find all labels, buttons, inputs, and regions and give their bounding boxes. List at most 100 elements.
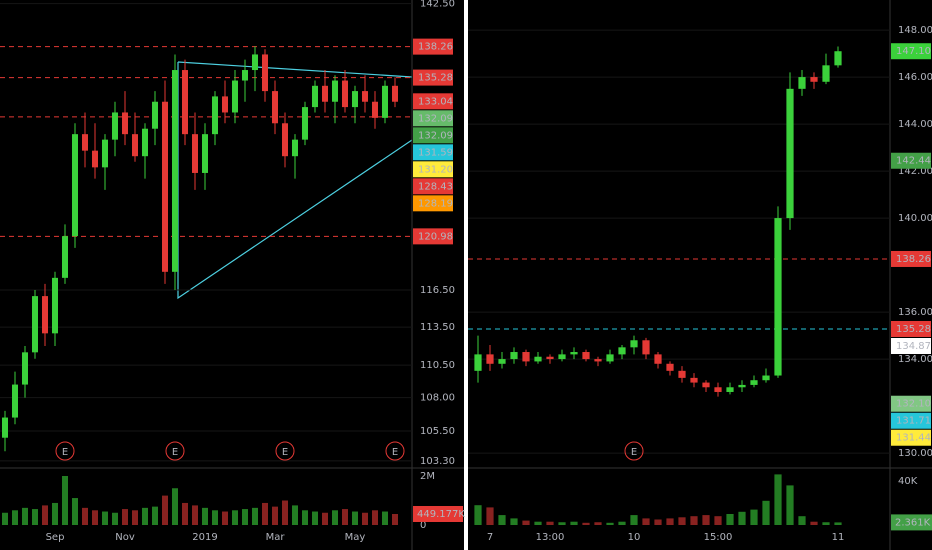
candle-body	[62, 236, 68, 278]
price-tag-label: 134.87	[896, 341, 931, 352]
candle-body	[222, 96, 228, 113]
price-tag-label: 138.26	[896, 254, 931, 265]
price-tag-label: 135.28	[418, 73, 453, 84]
candle-body	[352, 91, 358, 108]
candle-body	[292, 139, 298, 157]
candle-body	[834, 51, 842, 66]
volume-bar	[594, 522, 602, 525]
volume-bar	[786, 485, 794, 525]
price-tag-label: 142.44	[896, 156, 931, 167]
price-tag	[891, 152, 931, 169]
candle-body	[42, 296, 48, 334]
candle-body	[122, 112, 128, 135]
volume-bar	[222, 511, 228, 525]
price-tag-label: 128.43	[418, 181, 453, 192]
y-tick-label: 130.00	[898, 448, 932, 459]
volume-bar	[12, 510, 18, 525]
candle-body	[642, 340, 650, 355]
volume-bar	[762, 500, 770, 525]
candle-body	[498, 359, 506, 364]
candle-body	[202, 134, 208, 173]
y-tick-label: 105.50	[420, 426, 455, 437]
price-tag-label: 135.28	[896, 324, 931, 335]
volume-bar	[510, 518, 518, 525]
volume-bar	[32, 509, 38, 525]
candle-body	[534, 356, 542, 362]
y-tick-label: 142.50	[420, 0, 455, 10]
candle-body	[822, 65, 830, 82]
price-tag-label: 132.10	[896, 399, 931, 410]
candle-body	[798, 77, 806, 89]
x-tick-label: Sep	[46, 532, 65, 543]
volume-bar	[738, 511, 746, 525]
volume-bar	[82, 507, 88, 525]
candle-body	[82, 134, 88, 151]
volume-tick-label: 2M	[420, 471, 435, 482]
y-tick-label: 134.00	[898, 354, 932, 365]
volume-bar	[714, 516, 722, 525]
volume-bar	[272, 506, 278, 525]
y-tick-label: 116.50	[420, 285, 455, 296]
volume-bar	[262, 502, 268, 525]
volume-bar	[302, 510, 308, 525]
x-tick-label: 13:00	[536, 532, 565, 543]
candle-body	[132, 134, 138, 157]
price-tag	[891, 412, 931, 429]
volume-bar	[322, 512, 328, 525]
volume-bar	[312, 511, 318, 525]
candle-body	[786, 88, 794, 219]
candle-body	[618, 347, 626, 355]
candle-body	[212, 96, 218, 135]
y-tick-label: 140.00	[898, 213, 932, 224]
candle-body	[92, 150, 98, 168]
candle-body	[322, 85, 328, 102]
price-tag	[413, 69, 453, 86]
candle-body	[570, 352, 578, 355]
volume-bar	[726, 514, 734, 525]
price-tag-label: 132.09	[418, 130, 453, 141]
price-tag	[413, 110, 453, 127]
volume-bar	[810, 521, 818, 525]
volume-bar	[382, 511, 388, 525]
price-tag-label: 131.20	[418, 164, 453, 175]
candle-body	[272, 91, 278, 124]
volume-bar	[392, 513, 398, 525]
y-tick-label: 144.00	[898, 119, 932, 130]
volume-bar	[62, 476, 68, 525]
candle-body	[362, 91, 368, 102]
candle-body	[774, 218, 782, 376]
event-label: E	[392, 447, 398, 458]
price-tag-label: 147.10	[896, 46, 931, 57]
price-tag	[413, 127, 453, 144]
candle-body	[810, 77, 818, 82]
candle-body	[474, 354, 482, 371]
volume-bar	[92, 510, 98, 525]
volume-tick-label: 0	[420, 520, 426, 531]
candle-body	[282, 123, 288, 157]
price-tag	[413, 178, 453, 195]
candle-body	[242, 70, 248, 81]
candle-body	[142, 128, 148, 157]
x-tick-label: 11	[832, 532, 845, 543]
volume-bar	[242, 509, 248, 525]
volume-bar	[292, 505, 298, 525]
volume-bar	[162, 495, 168, 525]
volume-bar	[122, 509, 128, 525]
candle-body	[522, 352, 530, 362]
price-tag	[891, 337, 931, 354]
candle-body	[302, 107, 308, 140]
volume-bar	[132, 510, 138, 525]
candle-body	[72, 134, 78, 237]
candle-body	[12, 384, 18, 418]
candle-body	[606, 354, 614, 362]
volume-bar	[498, 515, 506, 525]
volume-bar	[474, 505, 482, 525]
volume-bar	[798, 516, 806, 525]
candle-body	[750, 380, 758, 385]
x-tick-label: Mar	[266, 532, 286, 543]
candle-body	[714, 387, 722, 392]
candle-body	[678, 370, 686, 378]
volume-bar	[582, 522, 590, 525]
volume-bar	[142, 507, 148, 525]
volume-bar	[2, 512, 8, 525]
